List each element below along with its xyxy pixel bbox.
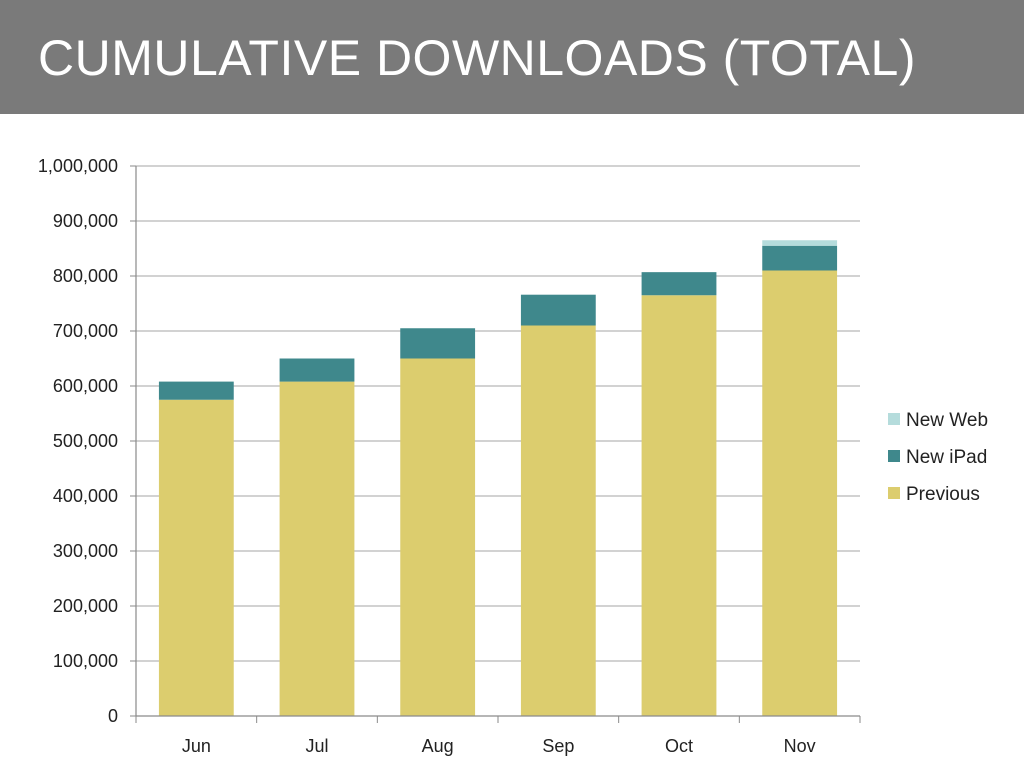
y-tick-label: 300,000 xyxy=(53,541,118,561)
y-axis-tick-labels: 0 100,000 200,000 300,000 400,000 500,000 600,… xyxy=(38,156,118,726)
bar-previous-sep xyxy=(520,325,596,716)
x-tick-label: Oct xyxy=(665,736,693,756)
bars xyxy=(158,240,838,716)
legend-swatch-new-web xyxy=(888,413,900,425)
x-tick-label: Nov xyxy=(784,736,816,756)
slide-title: CUMULATIVE DOWNLOADS (TOTAL) xyxy=(38,30,916,86)
x-tick-label: Sep xyxy=(542,736,574,756)
axes xyxy=(130,165,861,723)
legend-label: Previous xyxy=(906,484,980,505)
bar-new-ipad-jun xyxy=(158,381,234,400)
bar-new-ipad-jul xyxy=(279,358,355,382)
x-tick-label: Jun xyxy=(182,736,211,756)
bar-new-ipad-sep xyxy=(520,294,596,326)
y-tick-label: 600,000 xyxy=(53,376,118,396)
bar-previous-jun xyxy=(158,399,234,716)
y-tick-label: 400,000 xyxy=(53,486,118,506)
y-tick-label: 900,000 xyxy=(53,211,118,231)
bar-new-ipad-oct xyxy=(641,272,717,296)
legend-label: New iPad xyxy=(906,447,987,468)
y-tick-label: 500,000 xyxy=(53,431,118,451)
y-tick-label: 800,000 xyxy=(53,266,118,286)
title-bar: CUMULATIVE DOWNLOADS (TOTAL) xyxy=(0,0,1024,114)
bar-previous-nov xyxy=(762,270,838,716)
legend: New Web New iPad Previous xyxy=(888,410,988,505)
x-tick-label: Aug xyxy=(422,736,454,756)
y-tick-label: 200,000 xyxy=(53,596,118,616)
x-axis-tick-labels: Jun Jul Aug Sep Oct Nov xyxy=(182,736,816,756)
bar-new-ipad-aug xyxy=(400,328,476,359)
y-tick-label: 100,000 xyxy=(53,651,118,671)
gridlines xyxy=(136,165,860,662)
x-tick-label: Jul xyxy=(305,736,328,756)
legend-swatch-new-ipad xyxy=(888,450,900,462)
bar-new-web-nov xyxy=(762,240,838,246)
y-tick-label: 700,000 xyxy=(53,321,118,341)
bar-previous-jul xyxy=(279,381,355,716)
bar-previous-aug xyxy=(400,358,476,716)
legend-label: New Web xyxy=(906,410,988,431)
bar-new-ipad-nov xyxy=(762,245,838,271)
bar-previous-oct xyxy=(641,295,717,716)
y-tick-label: 0 xyxy=(108,706,118,726)
y-tick-label: 1,000,000 xyxy=(38,156,118,176)
legend-swatch-previous xyxy=(888,487,900,499)
